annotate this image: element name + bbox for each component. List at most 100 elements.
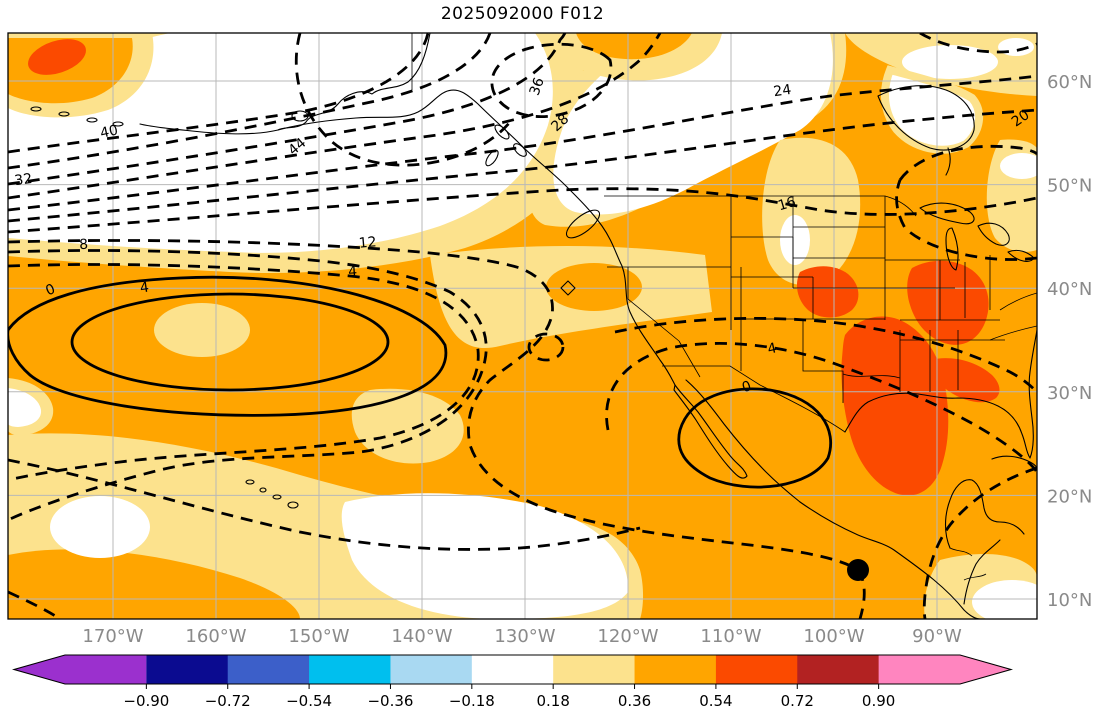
fill-yellow-ocean-patch2 — [351, 388, 464, 464]
lat-tick-label: 60°N — [1047, 72, 1092, 93]
border-mt-wy — [730, 196, 813, 330]
state-borders — [411, 33, 1037, 581]
coast-hawaii-2 — [259, 487, 267, 493]
coast-hawaii-3 — [272, 494, 282, 500]
contour-dashed-16-loop — [895, 144, 1037, 261]
lat-tick-label: 40°N — [1047, 279, 1092, 300]
colorbar-tick-label: −0.54 — [286, 692, 332, 710]
colorbar-tick-label: 0.36 — [618, 692, 651, 710]
lon-tick-label: 150°W — [288, 626, 349, 647]
fill-white-se-corner — [972, 580, 1037, 619]
colorbar-segment — [471, 655, 554, 684]
border-south — [899, 319, 1005, 392]
coast-central-america — [963, 539, 1001, 605]
coast-vancouver-island — [565, 209, 601, 239]
colorbar: −0.90 −0.72 −0.54 −0.36 −0.18 0.18 0.36 0.54 0.7… — [11, 654, 1014, 710]
fill-red-louisiana — [930, 358, 1000, 403]
colorbar-segment — [634, 655, 717, 684]
contour-dashed-24 — [8, 74, 1037, 212]
fill-red-nw-spot — [28, 39, 86, 75]
coast-aleutian-2 — [86, 117, 98, 123]
lon-tick-label: 170°W — [82, 626, 143, 647]
coast-alaska — [139, 33, 431, 135]
lon-tick-label: 130°W — [494, 626, 555, 647]
fill-orange-sw-corner — [8, 549, 300, 619]
colorbar-segment — [309, 655, 392, 684]
border-ca-nv — [627, 267, 680, 342]
border-east — [989, 292, 1037, 341]
colorbar-segment — [797, 655, 880, 684]
coast-aleutian-4 — [30, 106, 42, 112]
contour-dashed-0-southwest — [8, 458, 641, 551]
contour-label-dashed: 4 — [348, 264, 358, 281]
border-dakotas — [792, 196, 885, 289]
coast-james-bay — [945, 147, 951, 176]
coast-ak-island2 — [513, 143, 527, 157]
border-us-mexico — [662, 365, 846, 433]
fill-yellow-ocean-patch1 — [154, 303, 250, 357]
colorbar-tick-label: −0.36 — [367, 692, 413, 710]
contour-label-dashed: 4 — [766, 340, 778, 358]
coast-yucatan — [944, 479, 1025, 549]
solid-contours — [8, 275, 833, 489]
lat-tick-label: 30°N — [1047, 383, 1092, 404]
contour-dashed-small-oval — [527, 332, 565, 362]
fill-orange-nevada — [546, 263, 642, 311]
lat-axis: 60°N 50°N 40°N 30°N 20°N 10°N — [1047, 72, 1092, 611]
lon-tick-label: 90°W — [912, 626, 962, 647]
dashed-contours — [8, 33, 1037, 619]
storm-marker — [847, 559, 869, 581]
fill-white-south1 — [50, 496, 150, 558]
contour-dashed-28 — [8, 33, 662, 200]
lon-tick-label: 110°W — [700, 626, 761, 647]
colorbar-tick-label: −0.90 — [123, 692, 169, 710]
coast-aleutian-3 — [58, 111, 70, 117]
coast-haida-gwaii — [485, 149, 499, 167]
coast-hawaii-1 — [245, 479, 255, 485]
lon-tick-label: 120°W — [597, 626, 658, 647]
fill-white-patch-labrador — [1000, 153, 1037, 179]
colorbar-segment — [715, 655, 798, 684]
contour-label-solid: 4 — [139, 279, 150, 296]
contour-label-dashed: 36 — [527, 75, 548, 97]
plot-title: 2025092000 F012 — [440, 4, 605, 24]
lat-tick-label: 10°N — [1047, 590, 1092, 611]
contour-label-dashed: 24 — [773, 82, 793, 100]
colorbar-segment — [553, 655, 636, 684]
colorbar-segment-extend-max — [878, 655, 1011, 684]
colorbar-segment-extend-min — [14, 655, 147, 684]
contour-dashed-topright — [919, 33, 1037, 54]
coast-alaska-north — [277, 91, 446, 131]
contour-label-dashed: 32 — [14, 171, 34, 189]
fill-red-missouri — [796, 266, 859, 318]
contour-dashed-36 — [8, 33, 492, 170]
coast-mexico-pacific — [799, 501, 981, 619]
contour-label-dashed: 12 — [358, 234, 377, 251]
contour-dashed-32 — [8, 33, 567, 186]
contour-dashed-texas-outer — [614, 316, 1037, 393]
lon-tick-label: 160°W — [185, 626, 246, 647]
contour-dashed-20 — [8, 108, 1037, 223]
lat-tick-label: 50°N — [1047, 176, 1092, 197]
fill-red-texas — [841, 316, 949, 496]
contour-dashed-4-west — [8, 263, 480, 482]
fill-white-gulf-of-alaska — [8, 33, 553, 253]
coast-gulf-of-mexico — [844, 329, 1037, 459]
coast-baja — [673, 384, 748, 479]
border-co-ks — [812, 277, 885, 320]
lon-axis: 170°W 160°W 150°W 140°W 130°W 120°W 110°W 100°W… — [82, 626, 962, 647]
colorbar-tick-label: 0.72 — [781, 692, 814, 710]
contour-dashed-4-texas — [605, 341, 1037, 473]
fill-orange-top-center — [576, 33, 692, 60]
coast-lake-tahoe — [560, 280, 576, 296]
contour-dashed-36-inner — [490, 42, 613, 118]
contour-solid-4-pacific — [70, 292, 390, 392]
coast-hawaii-4 — [287, 501, 299, 509]
contour-label-dashed: 40 — [99, 122, 120, 141]
lat-tick-label: 20°N — [1047, 486, 1092, 507]
fill-red-illinois — [907, 260, 989, 345]
contour-dashed-40 — [8, 33, 430, 154]
border-nm-tx — [802, 319, 901, 403]
colorbar-segment — [390, 655, 473, 684]
